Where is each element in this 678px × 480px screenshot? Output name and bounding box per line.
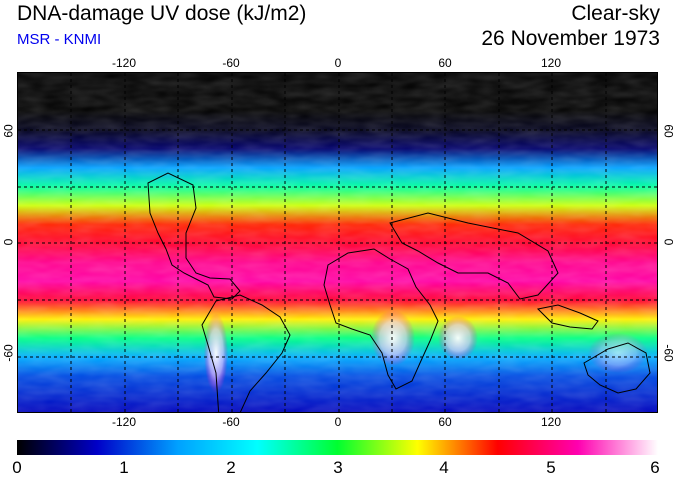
hotspot-east-africa	[438, 316, 478, 360]
colorbar-bar	[17, 440, 658, 455]
lat-tick-right: -60	[661, 344, 676, 362]
lon-tick-bottom: 0	[334, 415, 342, 429]
lat-tick-right: 60	[661, 124, 676, 138]
map-title: DNA-damage UV dose (kJ/m2)	[17, 2, 307, 25]
lon-tick-top: 0	[334, 56, 342, 70]
lon-tick-top: -120	[111, 56, 137, 70]
lat-tick-left: -60	[1, 344, 16, 362]
date-label: 26 November 1973	[481, 27, 660, 50]
hotspot-africa	[371, 310, 415, 366]
lat-tick-left: 60	[1, 124, 16, 138]
australia-coast	[583, 342, 651, 394]
colorbar-label: 3	[333, 458, 343, 477]
africa-coast	[323, 248, 439, 390]
lon-tick-bottom: -120	[111, 415, 137, 429]
colorbar-label: 5	[546, 458, 556, 477]
source-label: MSR - KNMI	[17, 31, 102, 48]
lat-tick-left: 0	[1, 238, 16, 246]
lon-tick-bottom: 120	[540, 415, 562, 429]
colorbar-svg	[17, 440, 658, 455]
colorbar-label: 1	[119, 458, 129, 477]
uv-dose-map	[17, 72, 658, 413]
lon-tick-top: 60	[438, 56, 452, 70]
colorbar-label: 2	[226, 458, 236, 477]
lon-tick-bottom: 60	[438, 415, 452, 429]
graticule	[18, 73, 657, 412]
lon-tick-top: -60	[222, 56, 240, 70]
lat-tick-right: 0	[661, 238, 676, 246]
hotspot-australia	[588, 333, 648, 373]
colorbar-label: 4	[439, 458, 449, 477]
colorbar-label: 6	[650, 458, 660, 477]
eurasia-coast	[389, 212, 559, 300]
coastlines	[147, 172, 651, 412]
colorbar-label: 0	[12, 458, 22, 477]
indonesia-coast	[536, 304, 599, 330]
map-canvas	[18, 73, 657, 412]
north-america-coast	[147, 172, 241, 300]
hotspot-andes	[204, 313, 228, 393]
south-america-coast	[201, 294, 291, 412]
colorbar	[17, 440, 658, 455]
sky-condition-label: Clear-sky	[571, 2, 660, 25]
lon-tick-bottom: -60	[222, 415, 240, 429]
lon-tick-top: 120	[540, 56, 562, 70]
